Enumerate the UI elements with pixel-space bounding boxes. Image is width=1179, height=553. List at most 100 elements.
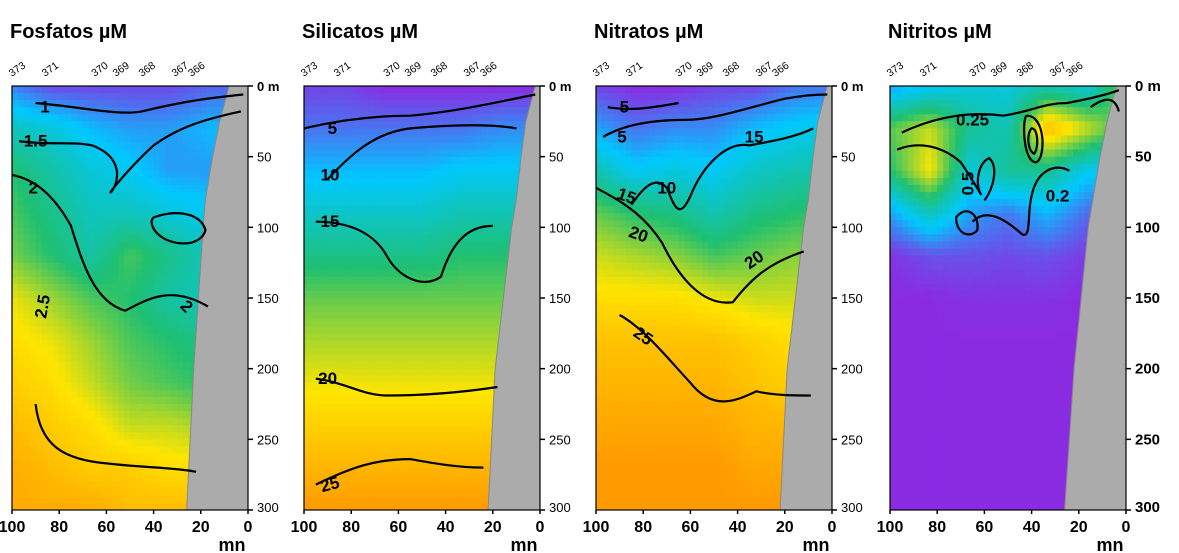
data-cell <box>23 255 31 264</box>
data-cell <box>416 333 423 341</box>
data-cell <box>392 460 399 469</box>
data-cell <box>304 206 311 214</box>
data-cell <box>457 163 464 172</box>
data-cell <box>59 163 66 172</box>
data-cell <box>327 177 335 186</box>
data-cell <box>135 382 143 391</box>
data-cell <box>410 404 417 412</box>
data-cell <box>374 404 382 412</box>
data-cell <box>130 460 137 469</box>
data-cell <box>118 425 125 433</box>
data-cell <box>124 100 131 108</box>
data-cell <box>47 107 54 115</box>
data-cell <box>351 396 358 405</box>
data-cell <box>386 368 394 377</box>
data-cell <box>345 269 352 278</box>
data-cell <box>53 135 60 144</box>
data-cell <box>386 170 394 179</box>
data-cell <box>124 86 131 94</box>
data-cell <box>130 411 137 419</box>
data-cell <box>304 354 311 363</box>
data-cell <box>475 453 482 462</box>
data-cell <box>165 156 172 165</box>
data-cell <box>130 347 137 356</box>
data-cell <box>118 375 125 384</box>
data-cell <box>53 213 60 221</box>
data-cell <box>475 446 482 455</box>
data-cell <box>88 368 96 377</box>
data-cell <box>469 192 476 200</box>
data-cell <box>427 163 435 172</box>
data-cell <box>118 107 125 115</box>
data-cell <box>315 389 323 398</box>
data-cell <box>309 248 317 257</box>
data-cell <box>492 269 500 278</box>
data-cell <box>315 404 323 412</box>
data-cell <box>124 276 131 285</box>
data-cell <box>481 481 488 490</box>
data-cell <box>368 502 376 510</box>
data-cell <box>147 149 155 158</box>
data-cell <box>333 389 340 398</box>
data-cell <box>17 418 25 426</box>
data-cell <box>345 460 352 469</box>
data-cell <box>100 347 107 356</box>
data-cell <box>35 319 43 327</box>
data-cell <box>135 396 143 405</box>
data-cell <box>309 319 317 327</box>
data-cell <box>189 340 196 349</box>
data-cell <box>363 375 370 384</box>
data-cell <box>457 333 464 341</box>
data-cell <box>463 354 470 363</box>
x-tick-label: 100 <box>0 519 25 536</box>
data-cell <box>486 432 494 440</box>
data-cell <box>345 177 352 186</box>
data-cell <box>327 114 335 122</box>
data-cell <box>457 262 464 271</box>
data-cell <box>427 333 435 341</box>
data-cell <box>194 184 202 193</box>
data-cell <box>159 93 166 101</box>
data-cell <box>451 418 458 426</box>
data-cell <box>315 347 323 356</box>
data-cell <box>427 502 435 510</box>
data-cell <box>53 382 60 391</box>
data-cell <box>631 93 638 101</box>
data-cell <box>386 241 394 250</box>
data-cell <box>135 86 143 94</box>
data-cell <box>410 396 417 405</box>
data-cell <box>118 396 125 405</box>
data-cell <box>486 128 494 137</box>
data-cell <box>643 86 650 94</box>
data-cell <box>183 340 190 349</box>
data-cell <box>141 411 149 419</box>
data-cell <box>463 149 470 158</box>
data-cell <box>386 319 394 327</box>
data-cell <box>404 269 411 278</box>
data-cell <box>47 135 54 144</box>
data-cell <box>345 305 352 313</box>
data-cell <box>106 100 113 108</box>
data-cell <box>451 177 458 186</box>
data-cell <box>41 177 48 186</box>
data-cell <box>510 135 517 144</box>
data-cell <box>130 283 137 292</box>
data-cell <box>29 495 37 504</box>
data-cell <box>118 312 125 320</box>
data-cell <box>445 488 453 497</box>
data-cell <box>315 502 323 510</box>
data-cell <box>439 453 447 462</box>
data-cell <box>475 298 482 306</box>
data-cell <box>159 347 166 356</box>
data-cell <box>457 128 464 137</box>
data-cell <box>684 93 691 101</box>
data-cell <box>351 107 358 115</box>
data-cell <box>12 262 19 271</box>
data-cell <box>315 495 323 504</box>
data-cell <box>380 177 388 186</box>
data-cell <box>363 206 370 214</box>
data-cell <box>469 396 476 405</box>
data-cell <box>339 354 346 363</box>
data-cell <box>35 213 43 221</box>
